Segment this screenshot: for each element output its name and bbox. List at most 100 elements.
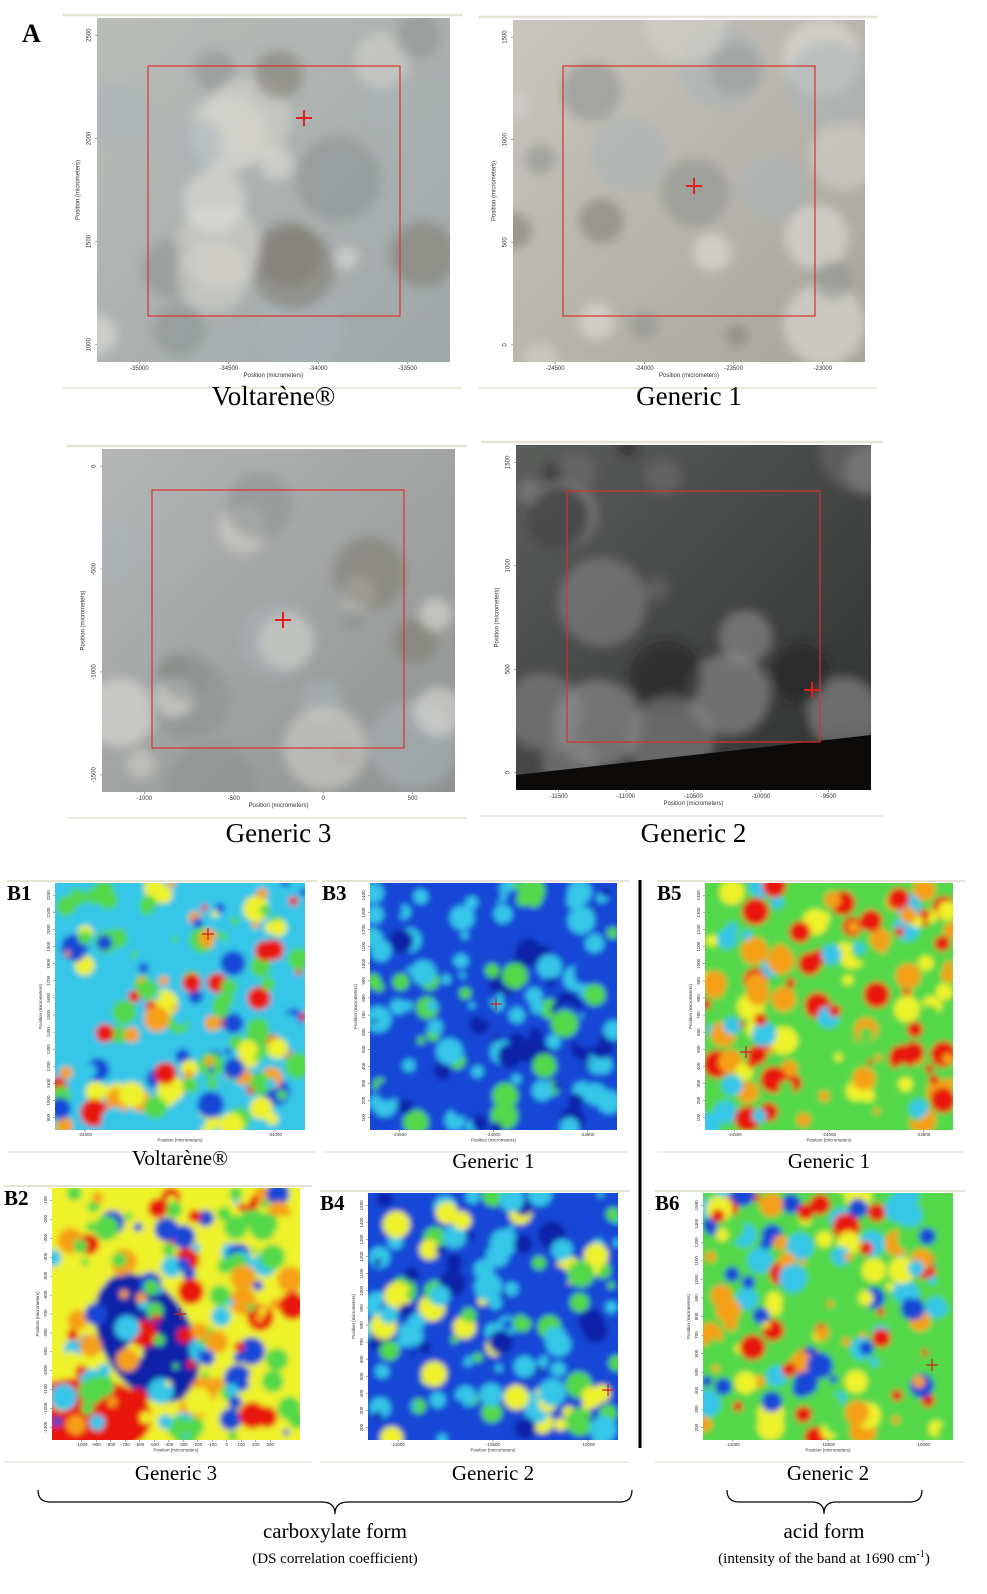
- y-tick-label: 1500: [503, 30, 509, 44]
- x-tick-label: -11500: [549, 794, 568, 800]
- y-tick-label: 1000: [694, 1274, 699, 1285]
- x-tick-label: -800: [106, 1442, 116, 1447]
- x-tick-label: -23500: [724, 366, 743, 372]
- x-axis-label: Position (micrometers): [248, 803, 308, 809]
- marker: [202, 928, 214, 940]
- y-tick-label: -700: [43, 1309, 48, 1319]
- y-tick-label: 1500: [694, 1200, 699, 1211]
- x-tick-label: -24500: [546, 366, 565, 372]
- y-tick-label: 900: [696, 977, 701, 985]
- y-tick-label: -500: [43, 1271, 48, 1281]
- x-tick-label: -10000: [916, 1442, 931, 1447]
- x-tick-label: -24000: [486, 1132, 501, 1137]
- y-tick-label: 800: [361, 994, 366, 1002]
- x-tick-label: -24000: [822, 1132, 837, 1137]
- scan-area: [562, 65, 816, 317]
- x-tick-label: -34500: [78, 1132, 93, 1137]
- y-tick-label: 1000: [696, 958, 701, 969]
- y-tick-label: 800: [696, 994, 701, 1002]
- x-tick-label: -34000: [309, 366, 328, 372]
- y-tick-label: 1300: [696, 907, 701, 918]
- marker: [490, 998, 502, 1010]
- y-tick-label: 1400: [361, 890, 366, 901]
- y-tick-label: -1000: [92, 664, 98, 680]
- y-tick-label: 2000: [46, 924, 51, 935]
- y-tick-label: -200: [43, 1215, 48, 1225]
- y-tick-label: 700: [694, 1331, 699, 1339]
- marker: [602, 1384, 614, 1396]
- y-tick-label: -1100: [43, 1384, 48, 1396]
- y-tick-label: 300: [694, 1405, 699, 1413]
- x-tick-label: -200: [193, 1442, 203, 1447]
- caption: Voltarène®: [132, 1146, 228, 1170]
- y-tick-label: -1000: [43, 1364, 48, 1376]
- x-tick-label: -34500: [219, 366, 238, 372]
- micrograph: [97, 18, 450, 362]
- y-tick-label: 1000: [87, 337, 93, 351]
- caption: Generic 1: [452, 1149, 534, 1173]
- y-axis-label: Position (micrometers): [353, 983, 358, 1029]
- scan-area: [151, 489, 405, 749]
- x-tick-label: 0: [225, 1442, 228, 1447]
- marker: [926, 1359, 938, 1371]
- y-axis-label: Position (micrometers): [688, 983, 693, 1029]
- note-end: ): [925, 1551, 930, 1567]
- group-note: (intensity of the band at 1690 cm-1): [718, 1549, 930, 1567]
- marker: [686, 178, 702, 194]
- marker: [740, 1046, 752, 1058]
- group-label: acid form: [783, 1519, 864, 1543]
- heatmap: [370, 883, 617, 1130]
- micrograph: [513, 20, 865, 362]
- x-tick-label: -33500: [398, 366, 417, 372]
- y-tick-label: 300: [696, 1079, 701, 1087]
- x-tick-label: -23000: [813, 366, 832, 372]
- x-axis-label: Position (micrometers): [805, 1447, 851, 1452]
- y-tick-label: 100: [361, 1113, 366, 1121]
- y-tick-label: -800: [43, 1328, 48, 1338]
- caption: Generic 2: [787, 1461, 869, 1485]
- y-tick-label: 200: [361, 1096, 366, 1104]
- y-tick-label: 600: [694, 1349, 699, 1357]
- y-tick-label: 400: [694, 1386, 699, 1394]
- panel-label: B5: [657, 881, 682, 905]
- x-tick-label: -500: [228, 796, 241, 802]
- brace: [726, 1489, 923, 1515]
- panel-label: B2: [4, 1186, 29, 1210]
- x-tick-label: 300: [266, 1442, 274, 1447]
- x-tick-label: -11000: [617, 794, 636, 800]
- y-tick-label: 600: [361, 1028, 366, 1036]
- x-tick-label: 200: [252, 1442, 260, 1447]
- y-tick-label: 2100: [46, 907, 51, 918]
- caption: Generic 1: [788, 1149, 870, 1173]
- marker: [804, 682, 820, 698]
- marker: [275, 612, 291, 628]
- y-tick-label: 1400: [359, 1217, 364, 1228]
- x-tick-label: -10500: [821, 1442, 836, 1447]
- x-tick-label: -10500: [486, 1442, 501, 1447]
- y-axis-label: Position (micrometers): [686, 1293, 691, 1339]
- x-tick-label: -24000: [635, 366, 654, 372]
- y-tick-label: 400: [359, 1389, 364, 1397]
- y-tick-label: -300: [43, 1233, 48, 1243]
- y-tick-label: -500: [92, 562, 98, 575]
- y-tick-label: -600: [43, 1290, 48, 1300]
- caption: Generic 2: [641, 818, 747, 848]
- y-tick-label: 0: [92, 464, 98, 468]
- y-tick-label: 1000: [46, 1095, 51, 1106]
- caption: Generic 3: [226, 818, 332, 848]
- y-tick-label: 200: [694, 1423, 699, 1431]
- group-label: carboxylate form: [263, 1519, 407, 1543]
- y-tick-label: 1700: [46, 975, 51, 986]
- y-tick-label: 500: [506, 664, 512, 675]
- heatmap: [703, 1193, 953, 1440]
- y-tick-label: 700: [361, 1011, 366, 1019]
- x-tick-label: -10000: [581, 1442, 596, 1447]
- y-tick-label: 800: [359, 1321, 364, 1329]
- x-tick-label: -11000: [726, 1442, 740, 1447]
- y-tick-label: 300: [361, 1079, 366, 1087]
- x-axis-label: Position (micrometers): [157, 1137, 203, 1142]
- note-text: (intensity of the band at 1690 cm: [718, 1551, 917, 1567]
- x-axis-label: Position (micrometers): [153, 1447, 199, 1452]
- x-axis-label: Position (micrometers): [663, 801, 723, 807]
- scan-area: [147, 65, 401, 317]
